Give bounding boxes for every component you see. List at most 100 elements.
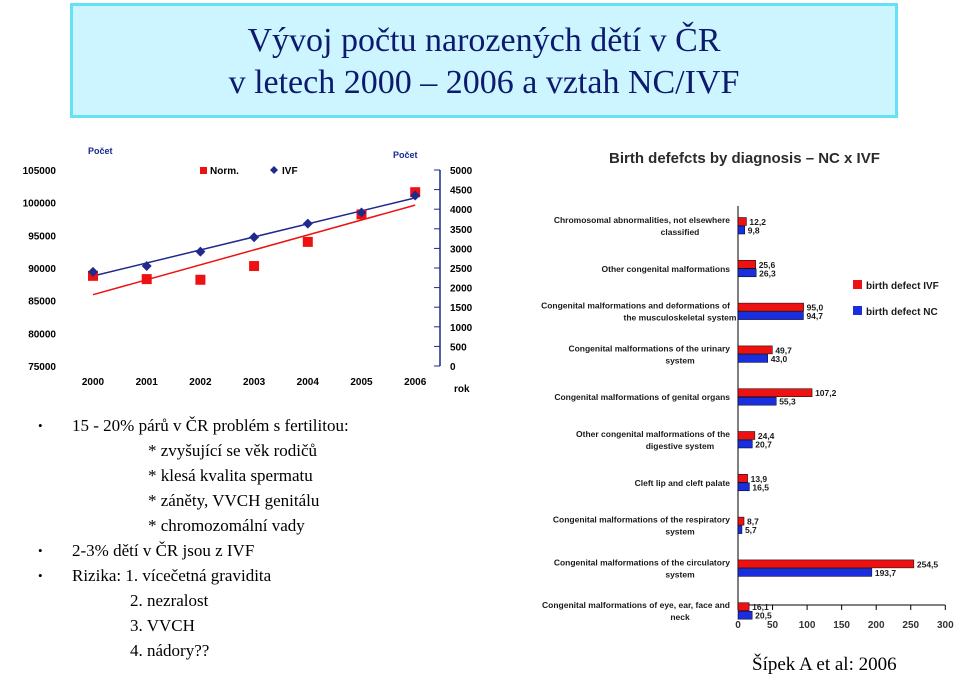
x-tick-label: 100 [799, 620, 816, 631]
category-label: Congenital malformations of eye, ear, fa… [542, 600, 730, 622]
bar-ivf [737, 516, 745, 526]
category-label: Congenital malformations of the circulat… [554, 557, 730, 579]
bullet-dot: • [38, 543, 43, 558]
y-tick-label-right: 0 [450, 362, 456, 373]
legend-label-ivf: birth defect IVF [866, 281, 939, 292]
note-text: 2-3% dětí v ČR jsou z IVF [72, 541, 255, 560]
category-label-line: classified [661, 227, 700, 237]
bar-ivf [737, 260, 756, 269]
bullet-dot: • [38, 568, 43, 583]
bar-nc [737, 354, 768, 363]
note-text: Rizika: 1. vícečetná gravidita [72, 566, 272, 585]
chart-title: Birth defefcts by diagnosis – NC x IVF [609, 150, 880, 167]
bar-nc [737, 610, 753, 620]
data-label-ivf: 49,7 [775, 345, 792, 355]
bar-nc [737, 225, 746, 235]
category-label: Cleft lip and cleft palate [635, 478, 731, 488]
y-tick-label-right: 1500 [450, 303, 473, 314]
category-label: Other congenital malformations [602, 264, 731, 274]
x-tick-label: 0 [735, 620, 741, 631]
category-label-line: Congenital malformations of genital orga… [554, 392, 730, 402]
bullet-dot: • [38, 418, 43, 433]
y-axis-title-left: Počet [88, 146, 113, 156]
note-risk-4: 4. nádory?? [130, 641, 210, 660]
x-tick-label: 2002 [189, 377, 212, 388]
y-tick-label-right: 3500 [450, 225, 473, 236]
citation: Šípek A et al: 2006 [752, 654, 897, 675]
data-point-ivf [141, 261, 152, 272]
legend-swatch-nc [853, 306, 862, 315]
category-label-line: Chromosomal abnormalities, not elsewhere [554, 215, 730, 225]
y-tick-label-left: 75000 [28, 362, 56, 373]
y-tick-label-left: 80000 [28, 329, 56, 340]
note-ivf-share: • 2-3% dětí v ČR jsou z IVF [38, 538, 349, 563]
bar-ivf [737, 602, 750, 611]
x-axis-title: rok [454, 384, 470, 395]
y-tick-label-right: 500 [450, 342, 467, 353]
data-label-nc: 94,7 [806, 311, 823, 321]
category-label: Other congenital malformations of the dig… [576, 429, 730, 451]
legend-label-norm: Norm. [210, 166, 239, 177]
y-tick-label-right: 5000 [450, 166, 473, 177]
note-risk-2: 2. nezralost [130, 591, 209, 610]
x-tick-label: 2003 [243, 377, 266, 388]
page-title-line-2: v letech 2000 – 2006 a vztah NC/IVF [228, 64, 740, 101]
category-label-line: the musculoskeletal system [624, 313, 737, 323]
bar-ivf [737, 345, 773, 355]
y-tick-label-right: 4000 [450, 205, 473, 216]
bar-nc [737, 396, 777, 406]
x-tick-label: 250 [902, 620, 919, 631]
category-label: Congenital malformations of genital orga… [554, 392, 730, 402]
y-tick-label-right: 2000 [450, 284, 473, 295]
y-tick-label-left: 100000 [23, 199, 57, 210]
category-label-line: digestive system [646, 441, 715, 451]
category-label: Congenital malformations of the urinary s… [568, 343, 730, 365]
note-sub-sperm: * klesá kvalita spermatu [148, 466, 313, 485]
data-point-norm [249, 261, 260, 272]
data-label-ivf: 24,4 [758, 431, 775, 441]
data-point-norm [141, 274, 152, 285]
y-tick-label-left: 85000 [28, 297, 56, 308]
bar-nc [737, 311, 804, 320]
category-label-line: Congenital malformations of the respirat… [553, 515, 730, 525]
data-label-ivf: 13,9 [751, 474, 768, 484]
x-tick-label: 300 [937, 620, 954, 631]
category-label-line: system [665, 569, 695, 579]
data-point-ivf [88, 266, 98, 277]
page-title-line-1: Vývoj počtu narozených dětí v ČR [247, 22, 721, 59]
birth-defects-bar-chart: Birth defefcts by diagnosis – NC x IVF 0 5… [541, 150, 954, 631]
data-point-norm [195, 274, 206, 285]
title-banner: Vývoj počtu narozených dětí v ČR v letec… [70, 3, 898, 118]
data-label-nc: 55,3 [779, 397, 796, 407]
category-label-line: Congenital malformations of eye, ear, fa… [542, 600, 730, 610]
bar-ivf [737, 302, 804, 312]
legend-label-ivf: IVF [282, 166, 298, 177]
category-label: Congenital malformations and deformation… [541, 301, 737, 323]
y-tick-label-right: 1000 [450, 323, 473, 334]
bar-nc [737, 439, 753, 449]
note-fertility: • 15 - 20% párů v ČR problém s fertilitou… [38, 413, 349, 438]
data-label-ivf: 254,5 [917, 559, 939, 569]
births-line-chart: Počet 105000 100000 95000 90000 85000 80000 750… [23, 146, 473, 395]
data-label-ivf: 107,2 [815, 388, 837, 398]
bar-ivf [737, 559, 915, 569]
x-tick-label: 150 [833, 620, 850, 631]
data-label-nc: 193,7 [875, 568, 897, 578]
data-label-ivf: 12,2 [749, 217, 766, 227]
category-label: Congenital malformations of the respirat… [553, 515, 730, 537]
category-label: Chromosomal abnormalities, not elsewhere… [554, 215, 730, 237]
x-tick-label: 2004 [297, 377, 320, 388]
x-tick-label: 200 [868, 620, 885, 631]
data-label-nc: 9,8 [748, 226, 760, 236]
bar-ivf [737, 217, 747, 226]
category-label-line: Congenital malformations of the circulat… [554, 557, 730, 567]
x-tick-label: 2001 [136, 377, 159, 388]
data-label-nc: 20,5 [755, 611, 772, 621]
y-tick-label-left: 90000 [28, 264, 56, 275]
data-label-ivf: 25,6 [759, 260, 776, 270]
notes-list: • 15 - 20% párů v ČR problém s fertilitou… [38, 413, 349, 663]
bar-nc [737, 525, 743, 534]
note-sub-age: * zvyšující se věk rodičů [148, 441, 318, 460]
data-label-ivf: 8,7 [747, 517, 759, 527]
data-point-ivf [302, 218, 313, 229]
